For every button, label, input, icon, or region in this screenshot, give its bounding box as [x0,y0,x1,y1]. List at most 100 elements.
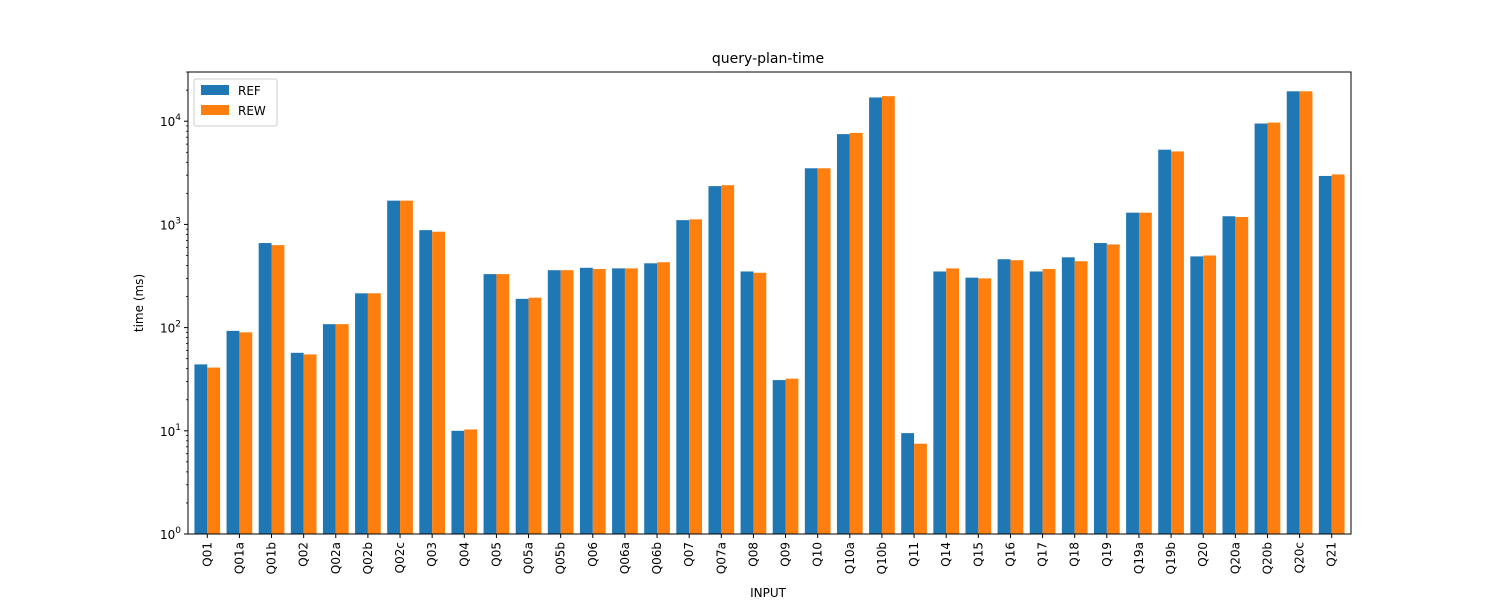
bar-ref-q11 [901,433,915,534]
bar-rew-q02b [367,293,381,534]
legend-label-rew: REW [238,104,266,118]
x-tick-label: Q18 [1068,542,1082,567]
x-tick-label: Q06b [650,542,664,574]
bar-ref-q08 [740,271,754,534]
y-axis-label: time (ms) [132,274,146,332]
x-tick-label: Q01b [265,542,279,574]
bar-rew-q01b [271,245,285,534]
bar-ref-q19b [1158,149,1172,534]
bar-rew-q10 [817,168,831,534]
bar-ref-q05a [515,298,529,534]
bar-rew-q07a [721,185,735,534]
bar-ref-q01a [226,330,240,534]
x-tick-label: Q19a [1132,542,1146,574]
bar-rew-q20c [1299,91,1313,534]
plot-frame [187,71,1352,535]
bar-ref-q10b [869,97,882,534]
y-tick-label: 104 [160,113,181,129]
bar-ref-q19 [1093,243,1107,535]
x-tick-label: Q10b [875,542,889,574]
x-tick-label: Q09 [779,542,793,567]
bar-rew-q02 [303,354,317,534]
y-tick-label: 102 [160,320,181,336]
legend-swatch-rew [201,105,229,115]
y-axis: 100 101 102 103 104 [160,71,188,542]
x-tick-label: Q20 [1196,542,1210,567]
bar-ref-q01 [194,364,208,534]
bar-ref-q10 [804,168,818,534]
bar-rew-q19 [1106,244,1120,534]
x-tick-label: Q17 [1036,542,1050,567]
bar-rew-q04 [464,429,478,534]
x-axis: Q01 Q01a Q01b Q02 Q02a Q02b Q02c Q03 Q04 Q05 Q05a Q… [200,534,1339,574]
bar-ref-q16 [997,259,1011,534]
bar-rew-q01 [207,367,221,534]
bar-ref-q06b [644,263,658,534]
x-tick-label: Q01 [200,542,214,567]
bar-ref-q15 [965,277,979,534]
bar-ref-q04 [451,430,465,534]
bar-rew-q11 [914,443,927,534]
x-tick-label: Q03 [425,542,439,567]
x-tick-label: Q08 [746,542,760,567]
bar-ref-q17 [1029,271,1043,534]
x-tick-label: Q15 [971,542,985,567]
bar-ref-q06 [579,267,593,534]
chart-title: query-plan-time [712,51,824,67]
x-tick-label: Q20b [1260,542,1274,574]
x-tick-label: Q11 [907,542,921,567]
bar-rew-q10a [849,132,863,534]
bar-rew-q19a [1138,212,1152,535]
x-tick-label: Q20a [1228,542,1242,574]
bar-rew-q15 [978,278,992,534]
x-tick-label: Q02b [361,542,375,574]
bar-ref-q19a [1126,212,1139,535]
bar-rew-q18 [1074,261,1088,534]
legend-swatch-ref [201,85,229,95]
bar-rew-q05 [496,274,510,534]
x-tick-label: Q01a [232,542,246,574]
bar-ref-q02b [355,293,368,534]
bar-ref-q10a [836,134,850,534]
bar-ref-q07 [676,220,690,534]
bar-rew-q01a [239,332,253,534]
bar-ref-q20c [1286,91,1300,534]
x-tick-label: Q05 [489,542,503,567]
x-tick-label: Q19b [1164,542,1178,574]
x-tick-label: Q10 [811,542,825,567]
bar-rew-q17 [1042,268,1056,534]
bar-ref-q05 [483,274,497,534]
y-tick-label: 101 [160,423,181,439]
bar-ref-q20b [1254,123,1268,534]
x-tick-label: Q02 [297,542,311,567]
x-tick-label: Q16 [1003,542,1017,567]
bar-ref-q07a [708,186,722,534]
bar-rew-q06b [657,262,670,534]
x-tick-label: Q10a [843,542,857,574]
bar-ref-q20a [1222,216,1236,534]
bar-ref-q21 [1318,175,1332,534]
x-tick-label: Q02a [329,542,343,574]
legend: REF REW [193,78,278,127]
x-tick-label: Q05b [554,542,568,574]
x-tick-label: Q21 [1325,542,1339,567]
x-tick-label: Q06a [618,542,632,574]
x-tick-label: Q05a [522,542,536,574]
bar-rew-q20b [1267,122,1281,534]
bar-ref-q06a [612,268,625,534]
bar-rew-q03 [432,231,446,534]
x-tick-label: Q07a [714,542,728,574]
bar-ref-q20 [1190,256,1204,534]
bar-rew-q20 [1203,255,1217,535]
bar-rew-q21 [1331,174,1345,534]
x-tick-label: Q02c [393,542,407,573]
x-tick-label: Q14 [939,542,953,567]
bar-rew-q20a [1235,217,1249,534]
bar-rew-q10b [881,96,895,534]
bar-ref-q02 [290,352,304,534]
bar-rew-q06 [592,268,606,534]
bar-rew-q07 [689,219,703,534]
x-tick-label: Q20c [1293,542,1307,573]
bar-rew-q02a [335,324,349,534]
